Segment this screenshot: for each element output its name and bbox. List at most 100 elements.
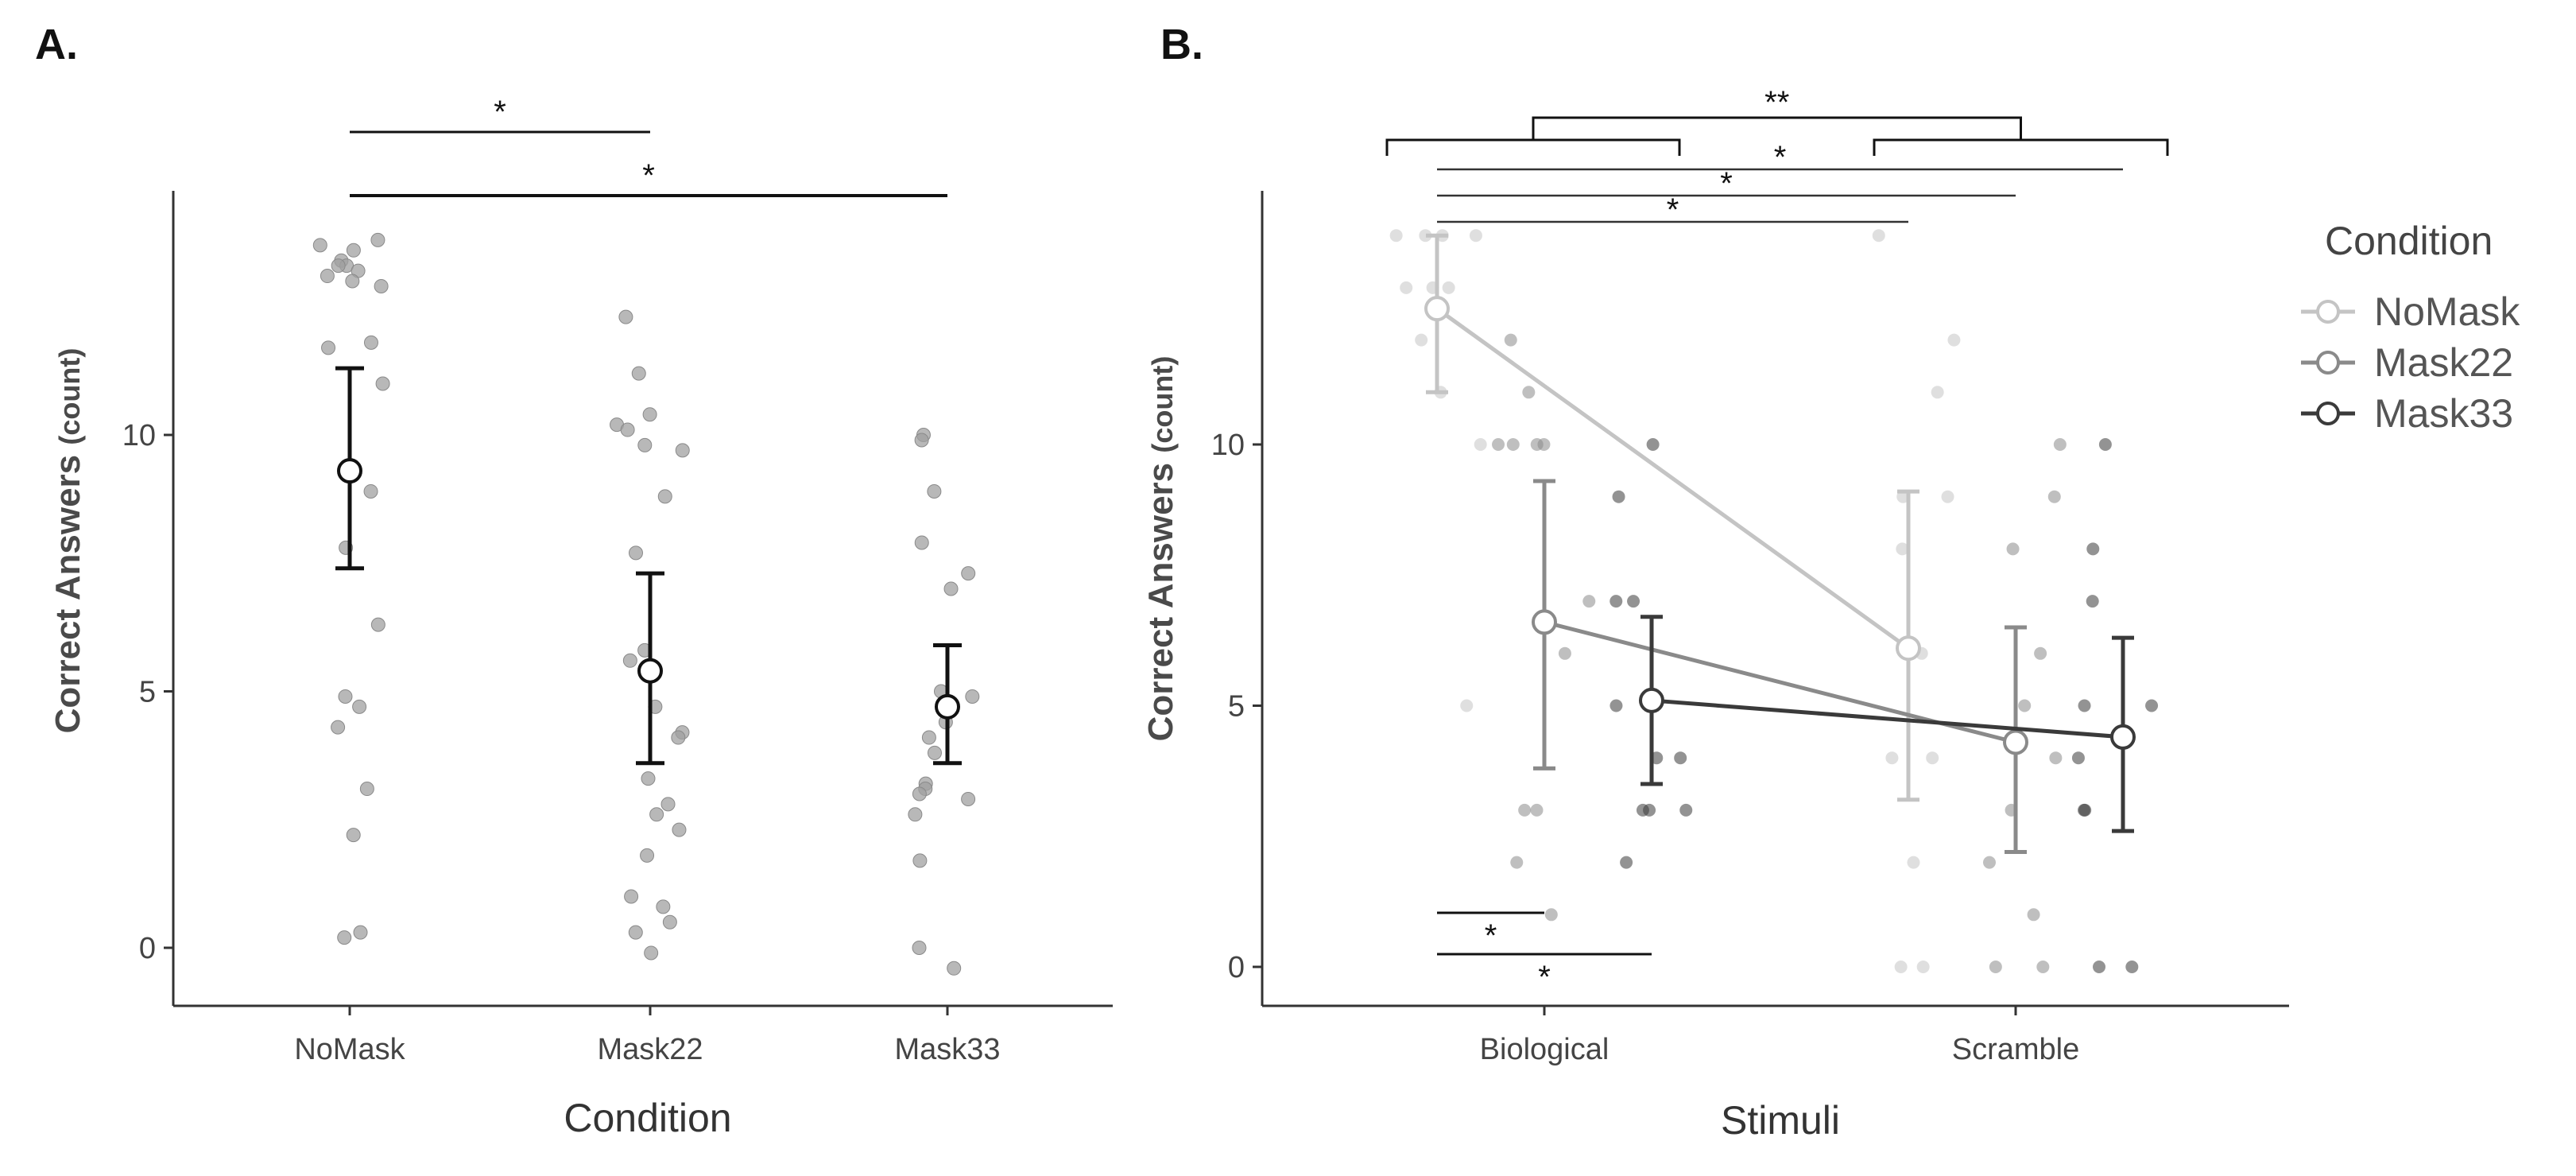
- panel-a-data-point: [921, 730, 936, 745]
- panel-a-data-point: [337, 930, 352, 945]
- panel-a-x-tick-label: Mask22: [597, 1033, 703, 1066]
- legend: Condition NoMask Mask22 Mask33: [2301, 219, 2520, 436]
- panel-a-data-point: [624, 889, 639, 904]
- panel-a-data-point: [644, 945, 659, 961]
- legend-label: NoMask: [2374, 289, 2520, 334]
- panel-b-data-point: [1460, 699, 1474, 712]
- panel-a-x-tick-label: NoMask: [294, 1033, 405, 1066]
- legend-swatch-marker: [2316, 402, 2340, 425]
- panel-b-data-point: [1674, 751, 1687, 765]
- panel-b-data-point: [1982, 856, 1996, 869]
- panel-a-mean-marker: [637, 658, 663, 684]
- panel-a-data-point: [660, 797, 676, 812]
- panel-a-y-axis-title-unit: (count): [53, 348, 86, 445]
- panel-a-data-point: [649, 807, 664, 822]
- panel-b-y-axis-title: Correct Answers (count): [1141, 356, 1180, 742]
- panel-a-data-point: [352, 699, 367, 714]
- panel-b-y-tick-label: 0: [1228, 951, 1245, 984]
- panel-b-data-point: [1506, 438, 1520, 451]
- panel-b-data-point: [1530, 438, 1544, 451]
- panel-a-data-point: [346, 828, 361, 843]
- panel-b: B. Stimuli Correct Answers (count) 0 5 10 B…: [1141, 21, 2520, 1143]
- panel-b-data-point: [1916, 961, 1930, 973]
- panel-b-series-line: [1435, 307, 1910, 650]
- panel-b-mean-marker: [1424, 296, 1450, 322]
- panel-a-data-point: [370, 232, 385, 247]
- panel-b-data-point: [1610, 699, 1623, 712]
- panel-a-letter: A.: [35, 21, 78, 68]
- panel-b-data-point: [1544, 908, 1558, 922]
- panel-b-bracket-top: [1532, 116, 2022, 140]
- panel-a-data-point: [912, 786, 927, 801]
- panel-b-data-point: [2034, 646, 2047, 660]
- legend-label: Mask22: [2374, 340, 2513, 385]
- panel-a-data-point: [353, 925, 368, 940]
- panel-a-data-point: [642, 407, 657, 422]
- panel-a-data-point: [927, 483, 942, 499]
- panel-b-data-point: [1872, 229, 1885, 243]
- panel-a-data-point: [656, 899, 671, 914]
- panel-b-data-point: [1474, 438, 1487, 451]
- panel-b-y-tick-label: 5: [1228, 690, 1245, 724]
- panel-b-data-point: [1896, 490, 1910, 503]
- panel-a-data-point: [631, 366, 646, 381]
- panel-a-data-point: [914, 535, 929, 550]
- panel-b-data-point: [1931, 386, 1944, 399]
- panel-b-data-point: [2047, 490, 2061, 503]
- panel-a-data-point: [914, 433, 929, 448]
- panel-b-mean-marker: [1896, 635, 1921, 662]
- panel-b-data-point: [2006, 542, 2020, 556]
- panel-a-x-axis-title: Condition: [564, 1096, 731, 1140]
- panel-b-series-line: [1651, 698, 2124, 739]
- panel-b-data-point: [1442, 281, 1455, 294]
- panel-b-data-point: [1415, 333, 1428, 347]
- panel-a-data-point: [961, 791, 976, 806]
- panel-b-data-point: [2086, 595, 2099, 608]
- panel-b-x-tick-label: Scramble: [1952, 1033, 2080, 1066]
- panel-a-data-point: [672, 822, 687, 837]
- panel-b-data-point: [1582, 595, 1596, 608]
- panel-b-significance-label: **: [1764, 85, 1789, 120]
- panel-b-y-axis-title-main: Correct Answers: [1141, 463, 1180, 742]
- panel-a-data-point: [671, 730, 686, 745]
- panel-a-data-point: [338, 689, 353, 704]
- panel-a-data-point: [359, 782, 374, 797]
- panel-a-significance-label: *: [494, 95, 506, 130]
- panel-b-data-point: [1504, 333, 1517, 347]
- panel-b-mean-marker: [1532, 609, 1557, 635]
- panel-a-data-point: [320, 269, 335, 284]
- panel-b-mean-marker: [2110, 724, 2136, 750]
- panel-a-data-point: [657, 489, 672, 504]
- panel-b-significance-label: *: [1667, 192, 1679, 227]
- panel-a-y-tick-label: 10: [122, 419, 156, 452]
- panel-b-significance-label: *: [1720, 166, 1733, 201]
- panel-a-data-point: [620, 422, 635, 437]
- panel-a-data-point: [375, 376, 390, 391]
- panel-b-data-point: [1492, 438, 1505, 451]
- panel-a-data-point: [641, 771, 656, 786]
- panel-b-data-point: [1989, 961, 2002, 973]
- panel-b-data-point: [2098, 438, 2112, 451]
- panel-a-data-point: [618, 309, 633, 324]
- panel-b-data-point: [1612, 490, 1625, 503]
- panel-b-data-point: [2125, 961, 2139, 973]
- panel-b-data-point: [1620, 856, 1633, 869]
- panel-b-data-point: [1885, 751, 1899, 765]
- panel-a-data-point: [331, 720, 346, 735]
- panel-b-data-point: [1896, 542, 1909, 556]
- panel-a-data-point: [321, 340, 336, 355]
- panel-a-data-point: [363, 335, 378, 350]
- panel-b-data-point: [1926, 751, 1939, 765]
- panel-b-data-point: [2078, 699, 2091, 712]
- panel-a-data-point: [675, 443, 690, 458]
- panel-a: A. Condition Correct Answers (count) 0 5 1…: [35, 21, 1113, 1140]
- panel-a-data-point: [628, 545, 643, 561]
- panel-b-data-point: [1389, 229, 1403, 243]
- panel-b-data-point: [1646, 438, 1660, 451]
- panel-b-data-point: [1627, 595, 1641, 608]
- panel-a-data-point: [961, 566, 976, 581]
- panel-b-x-axis-title: Stimuli: [1721, 1098, 1840, 1143]
- panel-a-mean-marker: [935, 693, 960, 720]
